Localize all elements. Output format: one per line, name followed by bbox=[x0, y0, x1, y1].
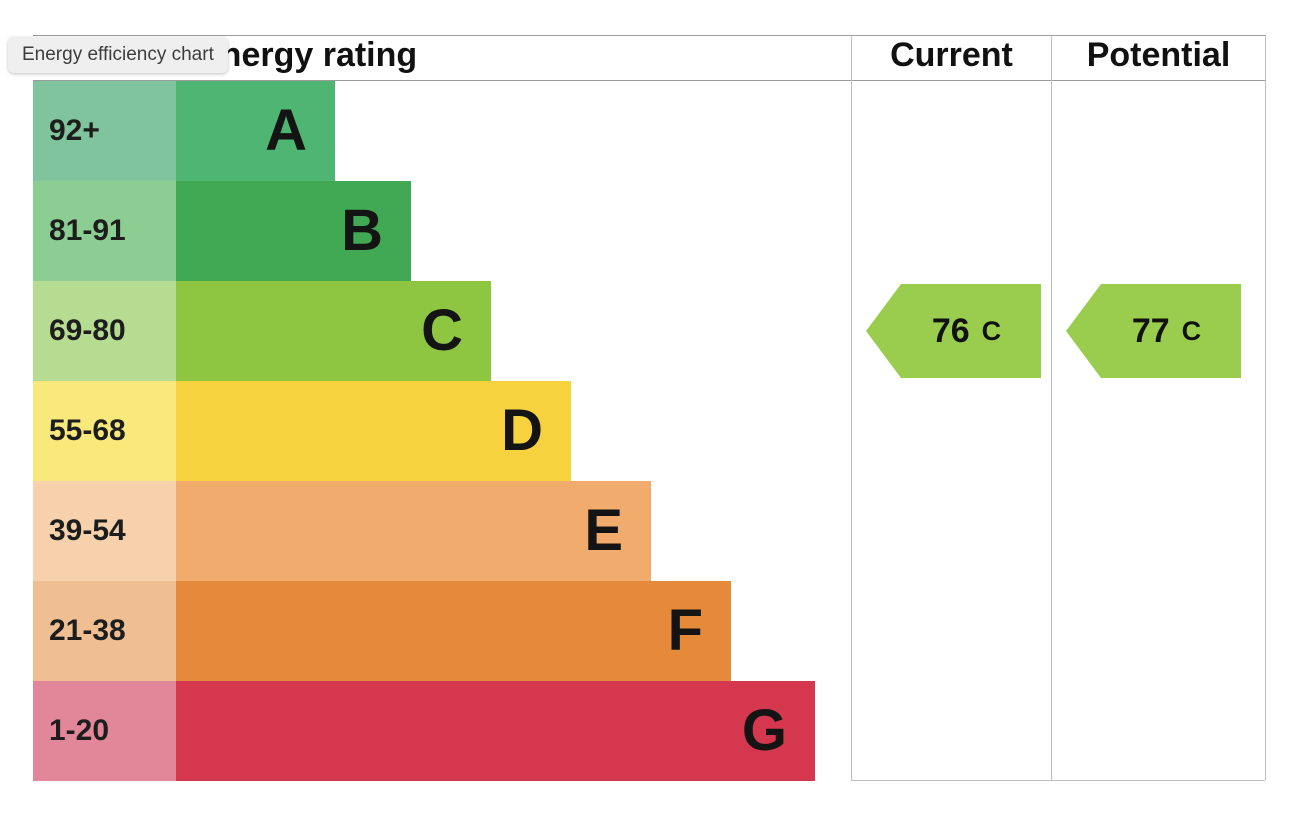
band-range-label: 81-91 bbox=[33, 181, 176, 281]
potential-rating-arrow: 77 C bbox=[1066, 284, 1241, 378]
current-column-left-divider bbox=[851, 35, 852, 780]
band-row-a: 92+ A bbox=[33, 81, 1265, 181]
band-bar-b: B bbox=[176, 181, 411, 281]
potential-rating-band-letter: C bbox=[1181, 315, 1202, 346]
tooltip: Energy efficiency chart bbox=[8, 37, 228, 73]
chart-title: Energy rating bbox=[198, 36, 418, 74]
band-range-label: 55-68 bbox=[33, 381, 176, 481]
band-row-f: 21-38 F bbox=[33, 581, 1265, 681]
band-bar-f: F bbox=[176, 581, 731, 681]
top-border-line bbox=[33, 35, 1265, 36]
potential-column-left-divider bbox=[1051, 35, 1052, 780]
band-row-d: 55-68 D bbox=[33, 381, 1265, 481]
current-column-header: Current bbox=[890, 36, 1013, 74]
current-rating-arrow: 76 C bbox=[866, 284, 1041, 378]
band-row-e: 39-54 E bbox=[33, 481, 1265, 581]
band-range-label: 69-80 bbox=[33, 281, 176, 381]
potential-rating-value: 77 bbox=[1131, 311, 1170, 350]
band-row-b: 81-91 B bbox=[33, 181, 1265, 281]
bottom-border-line bbox=[851, 780, 1265, 781]
band-bar-e: E bbox=[176, 481, 651, 581]
band-row-g: 1-20 G bbox=[33, 681, 1265, 781]
band-bar-a: A bbox=[176, 81, 335, 181]
potential-column-header: Potential bbox=[1086, 36, 1231, 74]
rating-bands: 92+ A 81-91 B 69-80 C 55-68 D 39-54 E 21-38 F 1-20 G bbox=[33, 81, 1265, 781]
band-range-label: 21-38 bbox=[33, 581, 176, 681]
current-rating-band-letter: C bbox=[981, 315, 1002, 346]
band-range-label: 39-54 bbox=[33, 481, 176, 581]
potential-column-right-divider bbox=[1265, 35, 1266, 780]
current-rating-value: 76 bbox=[931, 311, 970, 350]
band-range-label: 1-20 bbox=[33, 681, 176, 781]
band-range-label: 92+ bbox=[33, 81, 176, 181]
band-bar-c: C bbox=[176, 281, 491, 381]
band-bar-g: G bbox=[176, 681, 815, 781]
band-row-c: 69-80 C bbox=[33, 281, 1265, 381]
band-bar-d: D bbox=[176, 381, 571, 481]
header-divider-line bbox=[33, 80, 1265, 81]
